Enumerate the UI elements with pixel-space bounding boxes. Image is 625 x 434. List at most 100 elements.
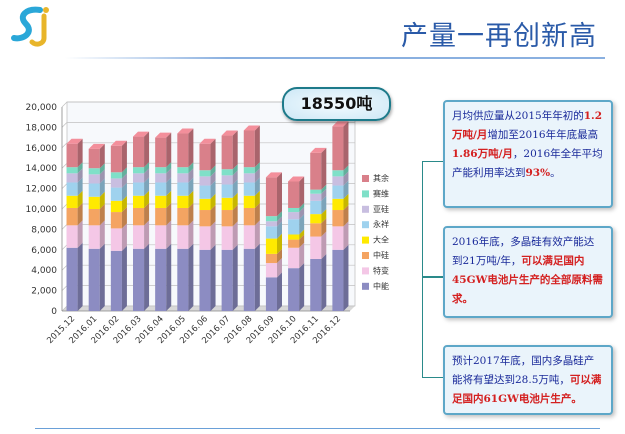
bar-segment-0	[88, 248, 100, 311]
bar-side-0	[99, 243, 105, 311]
bar-segment-4	[155, 182, 167, 196]
bar-top	[288, 176, 305, 182]
bar-side-6	[321, 184, 327, 194]
y-tick-label: 0	[51, 307, 57, 317]
footer-divider	[35, 428, 600, 429]
bar-segment-3	[155, 195, 167, 208]
bar-side-0	[232, 244, 238, 311]
bar-segment-3	[243, 195, 255, 208]
bar-side-1	[321, 231, 327, 259]
bar-side-5	[188, 168, 194, 183]
bar-side-3	[166, 190, 172, 208]
bar-side-0	[144, 243, 150, 311]
bar-segment-1	[310, 236, 322, 259]
bar-top	[310, 147, 327, 153]
callout-bubble: 18550吨	[282, 87, 391, 121]
bar-side-4	[144, 177, 150, 196]
bar-side-5	[343, 171, 349, 186]
bar-segment-6	[133, 167, 145, 174]
bar-segment-0	[265, 277, 277, 311]
bar-side-7	[188, 128, 194, 168]
bar-segment-6	[310, 189, 322, 194]
bar-segment-6	[110, 172, 122, 179]
bar-segment-2	[88, 209, 100, 226]
bar-side-2	[188, 202, 194, 226]
y-tick-label: 6,000	[31, 246, 57, 256]
box-text-segment: 预计2017年底，国内多晶硅产能将有望达到28.5万吨，	[452, 355, 595, 386]
bar-side-4	[299, 214, 305, 235]
bar-side-1	[99, 220, 105, 249]
bar-segment-7	[332, 126, 344, 171]
bar-segment-6	[155, 167, 167, 174]
bar-side-1	[121, 223, 127, 251]
y-tick-label: 20,000	[26, 103, 58, 113]
legend-label: 亚硅	[373, 204, 389, 214]
bar-side-0	[77, 242, 83, 311]
bar-segment-7	[265, 177, 277, 217]
bar-segment-6	[265, 216, 277, 222]
bar-side-6	[121, 167, 127, 179]
bar-segment-0	[310, 258, 322, 311]
bar-side-6	[299, 202, 305, 213]
bar-side-1	[210, 221, 216, 250]
bar-side-2	[277, 248, 282, 264]
bar-side-4	[277, 221, 282, 239]
bar-side-7	[277, 172, 282, 217]
bar-segment-4	[88, 183, 100, 197]
bar-side-6	[254, 162, 260, 174]
bar-segment-1	[133, 225, 145, 249]
legend-label: 永祥	[373, 219, 389, 229]
bar-side-7	[299, 176, 305, 208]
bar-segment-3	[110, 200, 122, 213]
bar-side-7	[254, 125, 260, 168]
bar-side-6	[99, 163, 105, 175]
bar-side-4	[166, 177, 172, 196]
bar-side-1	[254, 220, 260, 249]
bar-side-6	[232, 164, 238, 176]
bar-side-7	[144, 131, 150, 168]
bar-side-7	[77, 138, 83, 168]
bar-segment-0	[288, 268, 300, 311]
bar-segment-6	[332, 170, 344, 177]
connector-bracket	[422, 161, 445, 278]
bar-segment-0	[66, 247, 78, 311]
y-tick-label: 10,000	[26, 205, 58, 215]
bar-segment-7	[288, 181, 300, 208]
gridline	[61, 122, 355, 128]
y-tick-label: 2,000	[31, 287, 57, 297]
bar-side-2	[343, 205, 349, 227]
bar-segment-0	[221, 249, 233, 311]
bar-segment-2	[133, 207, 145, 226]
bar-segment-1	[66, 225, 78, 248]
box-text-segment: ，2016年全年平均产能利用率达到	[452, 148, 603, 179]
gridline	[61, 101, 355, 108]
bar-side-2	[77, 202, 83, 226]
bar-side-3	[254, 190, 260, 208]
bar-segment-7	[88, 148, 100, 169]
y-tick-label: 14,000	[26, 164, 58, 174]
bar-side-2	[99, 204, 105, 226]
bar-side-4	[343, 180, 349, 199]
bar-segment-6	[243, 167, 255, 174]
bar-side-4	[188, 177, 194, 196]
bar-side-4	[121, 182, 127, 201]
bar-top	[66, 138, 83, 144]
bar-side-6	[210, 165, 216, 177]
bar-side-5	[299, 207, 305, 220]
bar-segment-0	[133, 248, 145, 311]
bar-segment-2	[177, 207, 189, 226]
bar-top	[221, 130, 238, 136]
legend-label: 赛维	[373, 188, 389, 198]
info-box-forecast: 预计2017年底，国内多晶硅产能将有望达到28.5万吨，可以满足国内61GW电池…	[443, 345, 613, 415]
y-tick-label: 18,000	[26, 123, 58, 133]
bar-segment-2	[110, 212, 122, 229]
bar-side-4	[77, 177, 83, 196]
bar-side-3	[232, 192, 238, 211]
bar-side-3	[299, 229, 305, 240]
bar-side-3	[77, 190, 83, 208]
bar-side-3	[210, 193, 216, 211]
bar-side-7	[166, 132, 172, 168]
bar-segment-7	[243, 130, 255, 168]
bar-side-0	[121, 245, 127, 311]
bar-segment-6	[199, 170, 211, 177]
